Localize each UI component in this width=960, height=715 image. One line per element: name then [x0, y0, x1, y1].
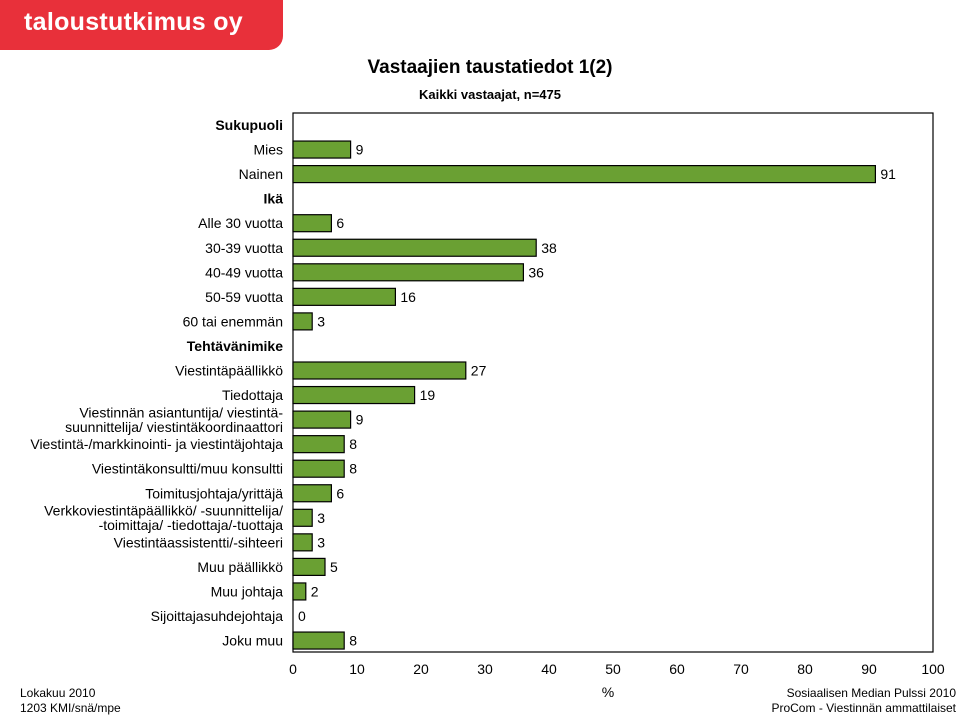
- value-label: 9: [356, 142, 364, 158]
- category-header: Sukupuoli: [215, 117, 283, 133]
- value-label: 9: [356, 412, 364, 428]
- row-label: Viestintä-/markkinointi- ja viestintäjoh…: [30, 436, 283, 452]
- row-label: Toimitusjohtaja/yrittäjä: [145, 485, 283, 501]
- row-label: 30-39 vuotta: [205, 240, 283, 256]
- chart-subtitle: Kaikki vastaajat, n=475: [418, 87, 561, 102]
- x-tick-label: 80: [797, 661, 813, 677]
- row-label: Joku muu: [222, 633, 283, 649]
- x-tick-label: 30: [477, 661, 493, 677]
- row-label: Sijoittajasuhdejohtaja: [151, 608, 284, 624]
- x-tick-label: 20: [413, 661, 429, 677]
- row-label: -toimittaja/ -tiedottaja/-tuottaja: [99, 517, 284, 533]
- value-label: 6: [336, 485, 344, 501]
- row-label: Viestintäkonsultti/muu konsultti: [92, 461, 283, 477]
- bar: [292, 533, 313, 552]
- row-label: Viestinnän asiantuntija/ viestintä-: [79, 404, 283, 420]
- x-tick-label: 90: [861, 661, 877, 677]
- bar: [292, 435, 345, 454]
- bar: [292, 459, 345, 478]
- row-label: Viestintäpäällikkö: [175, 363, 283, 379]
- value-label: 2: [311, 583, 319, 599]
- row-label: Alle 30 vuotta: [198, 215, 283, 231]
- x-tick-label: 10: [349, 661, 365, 677]
- bar: [292, 410, 352, 429]
- footer-study: Sosiaalisen Median Pulssi 2010: [786, 686, 956, 700]
- value-label: 36: [528, 264, 544, 280]
- plot-frame: [292, 112, 934, 653]
- value-label: 19: [420, 387, 436, 403]
- logo-text: taloustutkimus oy: [24, 8, 244, 36]
- value-label: 0: [298, 608, 306, 624]
- bar: [292, 165, 877, 184]
- row-label: Tiedottaja: [222, 387, 283, 403]
- bar: [292, 582, 307, 601]
- bar: [292, 238, 537, 257]
- company-logo: taloustutkimus oy: [0, 0, 283, 50]
- bar: [292, 385, 416, 405]
- footer-date: Lokakuu 2010: [20, 686, 96, 700]
- value-label: 3: [317, 510, 325, 526]
- row-label: 40-49 vuotta: [205, 264, 283, 280]
- value-label: 91: [880, 166, 896, 182]
- x-tick-label: 70: [733, 661, 749, 677]
- x-tick-label: 60: [669, 661, 685, 677]
- row-label: Muu johtaja: [211, 583, 284, 599]
- x-tick-label: 0: [289, 661, 297, 677]
- x-tick-label: 50: [605, 661, 621, 677]
- bar: [292, 263, 524, 282]
- bar: [292, 214, 333, 233]
- chart-title: Vastaajien taustatiedot 1(2): [367, 57, 613, 78]
- row-label: Verkkoviestintäpäällikkö/ -suunnittelija…: [44, 503, 283, 519]
- bar: [292, 361, 467, 380]
- row-label: suunnittelija/ viestintäkoordinaattori: [65, 419, 283, 435]
- bar: [292, 140, 352, 159]
- bar: [292, 312, 313, 331]
- x-tick-label: 40: [541, 661, 557, 677]
- bar: [292, 287, 397, 306]
- row-label: 60 tai enemmän: [183, 313, 283, 329]
- value-label: 5: [330, 559, 338, 575]
- value-label: 3: [317, 534, 325, 550]
- category-header: Ikä: [264, 191, 284, 207]
- value-label: 16: [400, 289, 416, 305]
- row-label: 50-59 vuotta: [205, 289, 283, 305]
- value-label: 8: [349, 436, 357, 452]
- row-label: Viestintäassistentti/-sihteeri: [114, 534, 283, 550]
- row-label: Muu päällikkö: [197, 559, 283, 575]
- value-label: 3: [317, 313, 325, 329]
- bar: [292, 631, 345, 650]
- x-axis-label: %: [602, 684, 614, 700]
- bar: [292, 508, 313, 527]
- bar: [292, 557, 326, 577]
- category-header: Tehtävänimike: [187, 338, 283, 354]
- footer-client: ProCom - Viestinnän ammattilaiset: [771, 701, 956, 715]
- value-label: 38: [541, 240, 557, 256]
- row-label: Mies: [253, 142, 283, 158]
- value-label: 6: [336, 215, 344, 231]
- footer-code: 1203 KMI/snä/mpe: [20, 701, 121, 715]
- x-tick-label: 100: [921, 661, 945, 677]
- row-label: Nainen: [239, 166, 283, 182]
- value-label: 8: [349, 633, 357, 649]
- value-label: 27: [471, 363, 487, 379]
- bar: [292, 484, 333, 503]
- value-label: 8: [349, 461, 357, 477]
